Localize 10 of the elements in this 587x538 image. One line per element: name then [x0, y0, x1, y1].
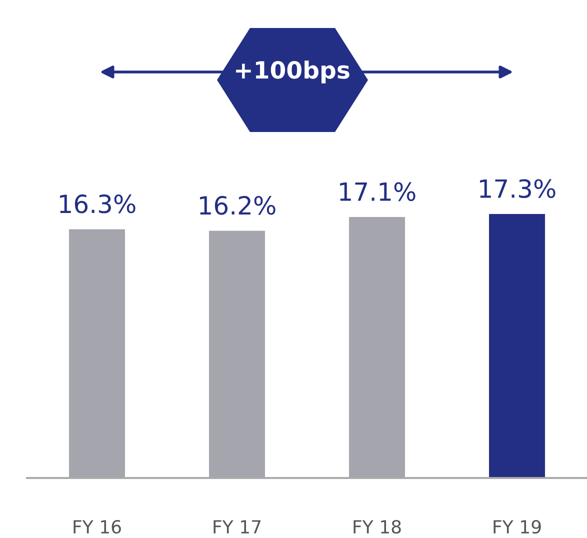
x-tick-label: FY 16	[74, 520, 121, 534]
x-tick-label: FY 19	[494, 520, 541, 534]
data-label: 16.3%	[60, 194, 136, 214]
x-tick-label: FY 18	[354, 520, 401, 534]
data-label: 17.3%	[480, 179, 556, 198]
text: +100bps	[236, 60, 350, 84]
data-label: 16.2%	[200, 196, 276, 215]
bar	[489, 214, 545, 478]
x-tick-label: FY 17	[214, 520, 261, 534]
data-label: 17.1%	[340, 182, 416, 202]
